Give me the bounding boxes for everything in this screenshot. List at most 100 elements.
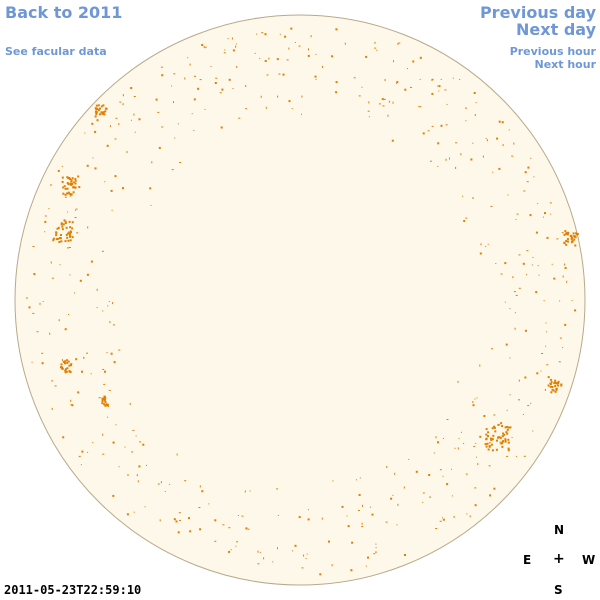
feature-speck bbox=[51, 407, 53, 410]
feature-speck bbox=[164, 491, 166, 492]
feature-speck bbox=[75, 208, 78, 210]
feature-speck bbox=[201, 44, 204, 46]
feature-speck bbox=[374, 41, 376, 44]
feature-speck bbox=[266, 74, 269, 76]
feature-speck bbox=[54, 385, 57, 387]
feature-speck bbox=[102, 104, 105, 107]
feature-speck bbox=[499, 441, 501, 444]
feature-speck bbox=[368, 116, 370, 118]
feature-speck bbox=[112, 324, 115, 326]
feature-speck bbox=[104, 370, 106, 373]
feature-speck bbox=[429, 160, 432, 162]
feature-speck bbox=[554, 381, 557, 384]
feature-speck bbox=[203, 46, 205, 48]
feature-speck bbox=[308, 48, 309, 51]
feature-speck bbox=[491, 348, 493, 350]
feature-speck bbox=[284, 35, 287, 38]
feature-speck bbox=[560, 384, 563, 387]
feature-speck bbox=[61, 228, 64, 231]
previous-day-link[interactable]: Previous day bbox=[479, 3, 596, 22]
observation-timestamp: 2011-05-23T22:59:10 bbox=[4, 583, 142, 597]
feature-speck bbox=[139, 441, 142, 443]
feature-speck bbox=[173, 101, 174, 104]
feature-speck bbox=[61, 176, 64, 179]
next-hour-link[interactable]: Next hour bbox=[534, 58, 597, 71]
feature-speck bbox=[407, 68, 408, 70]
feature-speck bbox=[61, 359, 63, 362]
feature-speck bbox=[550, 381, 553, 384]
feature-speck bbox=[496, 137, 499, 140]
feature-speck bbox=[71, 221, 74, 224]
feature-speck bbox=[25, 297, 28, 299]
feature-speck bbox=[511, 155, 514, 157]
feature-speck bbox=[455, 166, 457, 169]
feature-speck bbox=[286, 59, 289, 61]
see-facular-data-link[interactable]: See facular data bbox=[5, 45, 107, 58]
previous-hour-link[interactable]: Previous hour bbox=[509, 45, 596, 58]
back-to-year-link[interactable]: Back to 2011 bbox=[5, 3, 123, 22]
feature-speck bbox=[197, 87, 200, 90]
feature-speck bbox=[64, 222, 67, 224]
feature-speck bbox=[65, 226, 68, 229]
feature-speck bbox=[565, 232, 568, 235]
feature-speck bbox=[504, 438, 507, 441]
feature-speck bbox=[458, 437, 460, 439]
feature-speck bbox=[549, 202, 552, 204]
feature-speck bbox=[479, 364, 481, 367]
feature-speck bbox=[96, 288, 98, 291]
feature-speck bbox=[159, 519, 161, 522]
feature-speck bbox=[62, 436, 65, 439]
feature-speck bbox=[488, 442, 491, 444]
feature-speck bbox=[571, 300, 573, 302]
feature-speck bbox=[57, 169, 60, 172]
compass-west-label: W bbox=[582, 553, 596, 567]
feature-speck bbox=[71, 177, 74, 180]
feature-speck bbox=[144, 506, 146, 508]
feature-speck bbox=[223, 52, 226, 54]
feature-speck bbox=[562, 275, 564, 278]
feature-speck bbox=[462, 195, 463, 197]
feature-speck bbox=[64, 362, 66, 365]
feature-speck bbox=[500, 273, 503, 275]
feature-speck bbox=[94, 107, 97, 110]
next-day-link[interactable]: Next day bbox=[516, 20, 596, 39]
feature-speck bbox=[235, 43, 237, 45]
feature-speck bbox=[490, 437, 492, 440]
feature-speck bbox=[55, 238, 58, 241]
feature-speck bbox=[301, 113, 302, 115]
feature-speck bbox=[511, 437, 513, 438]
feature-speck bbox=[555, 382, 558, 385]
feature-speck bbox=[68, 314, 70, 315]
feature-speck bbox=[463, 220, 466, 222]
feature-speck bbox=[398, 42, 401, 44]
feature-speck bbox=[502, 144, 504, 147]
feature-speck bbox=[74, 186, 77, 189]
feature-speck bbox=[530, 402, 532, 404]
feature-speck bbox=[365, 55, 368, 58]
feature-speck bbox=[492, 434, 495, 437]
feature-speck bbox=[102, 111, 105, 114]
feature-speck bbox=[428, 474, 431, 476]
feature-speck bbox=[321, 517, 323, 520]
feature-speck bbox=[427, 130, 430, 132]
feature-speck bbox=[69, 178, 71, 180]
feature-speck bbox=[499, 436, 502, 439]
compass-east-label: E bbox=[523, 553, 532, 567]
feature-speck bbox=[101, 112, 104, 115]
feature-speck bbox=[201, 490, 204, 493]
feature-speck bbox=[294, 544, 297, 547]
feature-speck bbox=[288, 100, 291, 103]
feature-speck bbox=[479, 435, 482, 438]
feature-speck bbox=[74, 209, 76, 211]
feature-speck bbox=[541, 353, 544, 354]
feature-speck bbox=[254, 52, 256, 54]
feature-speck bbox=[381, 98, 384, 101]
feature-speck bbox=[59, 237, 61, 239]
feature-speck bbox=[177, 531, 180, 534]
feature-speck bbox=[188, 517, 190, 520]
feature-speck bbox=[575, 232, 578, 235]
feature-speck bbox=[485, 245, 487, 247]
feature-speck bbox=[41, 352, 44, 354]
feature-speck bbox=[522, 414, 524, 415]
